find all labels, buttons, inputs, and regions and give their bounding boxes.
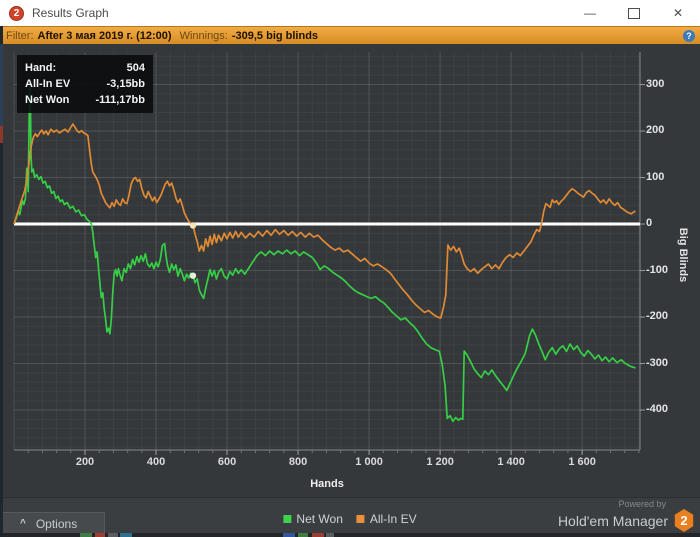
x-tick-label: 1 600 <box>568 456 596 468</box>
background-app-sliver <box>120 533 132 537</box>
options-button[interactable]: ^ Options <box>1 512 105 534</box>
chart-panel: Hand: 504 All-In EV -3,15bb Net Won -111… <box>0 44 700 497</box>
x-tick-label: 400 <box>146 456 166 468</box>
x-tick-label: 1 200 <box>426 456 454 468</box>
background-app-sliver <box>80 533 92 537</box>
window-title: Results Graph <box>32 6 109 20</box>
taskbar-sliver <box>0 533 700 537</box>
x-tick-label: 800 <box>288 456 308 468</box>
y-tick-label: -300 <box>646 356 669 369</box>
net-won-swatch-icon <box>283 515 292 523</box>
chart-tooltip: Hand: 504 All-In EV -3,15bb Net Won -111… <box>17 55 153 113</box>
options-label: Options <box>35 516 78 531</box>
chevron-up-icon: ^ <box>20 518 26 529</box>
results-line-chart[interactable] <box>0 44 700 497</box>
y-axis-title: Big Blinds <box>677 227 689 283</box>
y-tick-label: -200 <box>646 310 669 323</box>
background-app-sliver <box>95 533 105 537</box>
winnings-value: -309,5 big blinds <box>231 29 319 42</box>
x-tick-label: 600 <box>217 456 237 468</box>
winnings-label: Winnings: <box>179 29 228 42</box>
hm2-badge-icon: 2 <box>674 509 694 532</box>
hover-marker <box>189 272 197 279</box>
y-tick-label: -400 <box>646 403 669 415</box>
powered-by-label: Powered by <box>618 499 666 509</box>
window-controls: — ✕ <box>568 0 700 26</box>
maximize-button[interactable] <box>612 0 656 26</box>
tooltip-row-hand: Hand: 504 <box>25 60 145 76</box>
background-app-sliver <box>326 533 334 537</box>
chart-legend: Net Won All-In EV <box>283 512 417 526</box>
legend-item-allin-ev: All-In EV <box>356 512 417 526</box>
tooltip-net-won-value: -111,17bb <box>95 94 145 106</box>
background-app-sliver <box>298 533 308 537</box>
left-edge-blue-fragment <box>0 44 3 126</box>
background-app-sliver <box>312 533 324 537</box>
close-button[interactable]: ✕ <box>672 6 684 20</box>
y-tick-label: 100 <box>646 170 665 183</box>
legend-allin-ev-label: All-In EV <box>369 512 417 526</box>
x-axis-title: Hands <box>310 478 344 490</box>
background-app-sliver <box>108 533 118 537</box>
brand-name: Hold'em Manager <box>557 512 668 529</box>
tooltip-net-won-label: Net Won <box>25 94 70 106</box>
legend-net-won-label: Net Won <box>296 512 343 526</box>
series-net-won <box>13 86 636 423</box>
y-tick-label: -100 <box>646 263 669 276</box>
x-tick-label: 1 000 <box>355 456 383 468</box>
hm2-app-icon: 2 <box>9 5 24 21</box>
filter-bar: Filter: After 3 мая 2019 г. (12:00) Winn… <box>0 26 700 44</box>
y-tick-label: 300 <box>646 77 665 90</box>
legend-item-net-won: Net Won <box>283 512 343 526</box>
allin-ev-swatch-icon <box>356 515 365 523</box>
tooltip-row-net-won: Net Won -111,17bb <box>25 92 145 108</box>
x-tick-label: 200 <box>75 456 95 468</box>
left-edge-red-fragment <box>0 126 3 143</box>
tooltip-row-allin-ev: All-In EV -3,15bb <box>25 76 145 92</box>
y-tick-label: 0 <box>646 217 653 230</box>
y-tick-label: 200 <box>646 124 665 137</box>
series-all-in-ev <box>13 123 636 319</box>
help-icon[interactable]: ? <box>683 29 695 42</box>
hover-marker <box>189 222 197 229</box>
tooltip-allin-ev-value: -3,15bb <box>106 78 145 90</box>
tooltip-allin-ev-label: All-In EV <box>25 78 71 90</box>
filter-label: Filter: <box>6 29 34 42</box>
titlebar[interactable]: 2 Results Graph — ✕ <box>0 0 700 26</box>
filter-value: After 3 мая 2019 г. (12:00) <box>37 29 172 42</box>
bottom-bar: ^ Options Net Won All-In EV Powered by H… <box>0 497 700 534</box>
maximize-icon <box>628 7 640 19</box>
tooltip-hand-label: Hand: <box>25 62 57 74</box>
x-tick-label: 1 400 <box>497 456 525 468</box>
window-left-edge <box>0 26 3 537</box>
brand-area: Powered by Hold'em Manager 2 <box>558 499 694 532</box>
minimize-button[interactable]: — <box>584 6 596 20</box>
background-app-sliver <box>283 533 295 537</box>
tooltip-hand-value: 504 <box>126 62 145 74</box>
